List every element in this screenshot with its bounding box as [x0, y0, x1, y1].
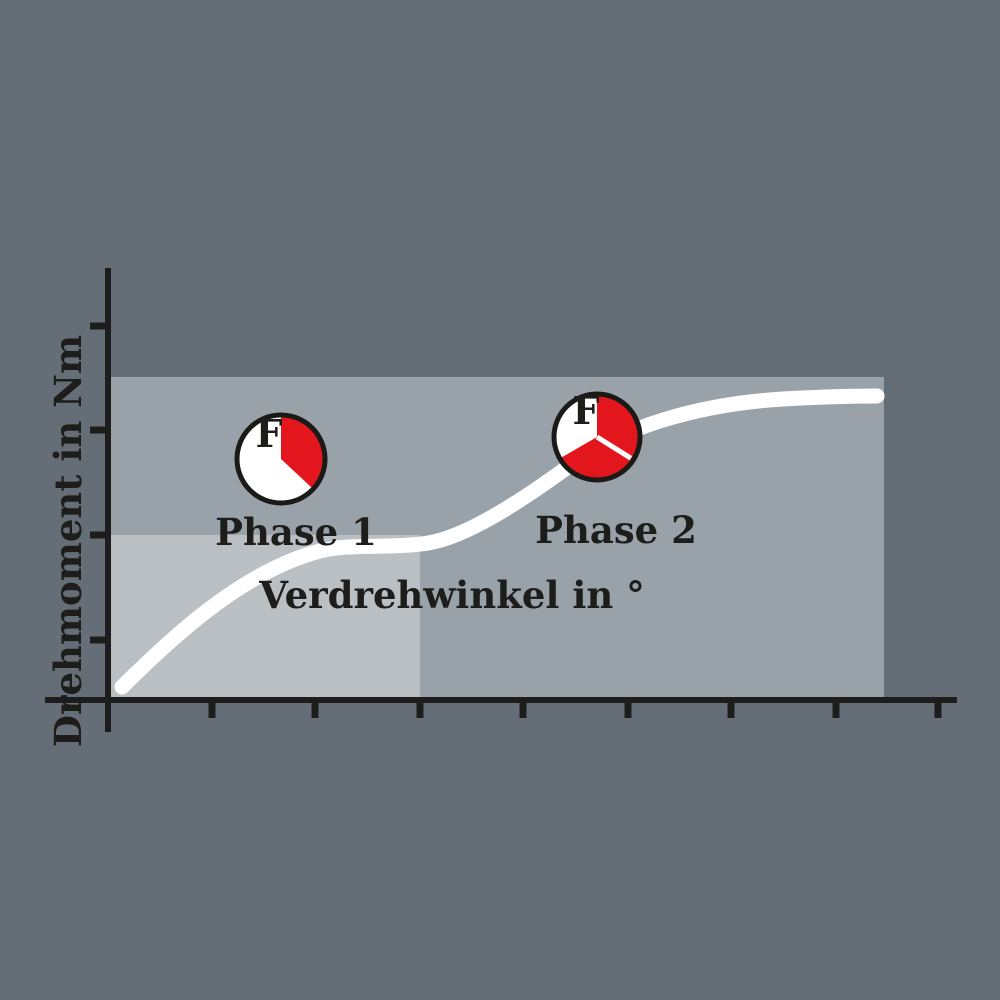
torque-curve [114, 388, 885, 695]
phase2-annotation: Phase 2 [535, 508, 697, 552]
chart-text-labels: Drehmoment in Nm Verdrehwinkel in ° Phas… [46, 335, 697, 747]
screw-outline [234, 412, 328, 506]
sector-divider [595, 434, 633, 461]
chart-regions [111, 377, 884, 697]
y-axis-line [105, 268, 111, 732]
force-sector [281, 417, 324, 488]
y-axis-tick [90, 426, 108, 434]
y-axis-label: Drehmoment in Nm [46, 335, 90, 747]
y-axis-tick [90, 636, 108, 644]
x-axis-tick [832, 700, 840, 718]
x-axis-tick [934, 700, 942, 718]
force-letter: F [573, 388, 600, 433]
phase1-torque-region [111, 535, 420, 697]
force-letter: F [256, 411, 283, 456]
x-axis-tick [727, 700, 735, 718]
axes [45, 268, 957, 732]
phase2-screw-icon: F [551, 388, 643, 483]
screw-outline [551, 391, 643, 483]
x-axis-tick [519, 700, 527, 718]
x-axis-tick [416, 700, 424, 718]
phase1-annotation: Phase 1 [215, 510, 377, 554]
x-axis-line [45, 697, 957, 703]
x-axis-label: Verdrehwinkel in ° [258, 573, 644, 617]
x-axis-tick [311, 700, 319, 718]
x-axis-tick [624, 700, 632, 718]
y-axis-tick [90, 531, 108, 539]
x-axis-tick [208, 700, 216, 718]
phase1-screw-icon: F [234, 411, 328, 506]
screw-icons: FF [234, 388, 643, 506]
y-axis-tick [90, 322, 108, 330]
